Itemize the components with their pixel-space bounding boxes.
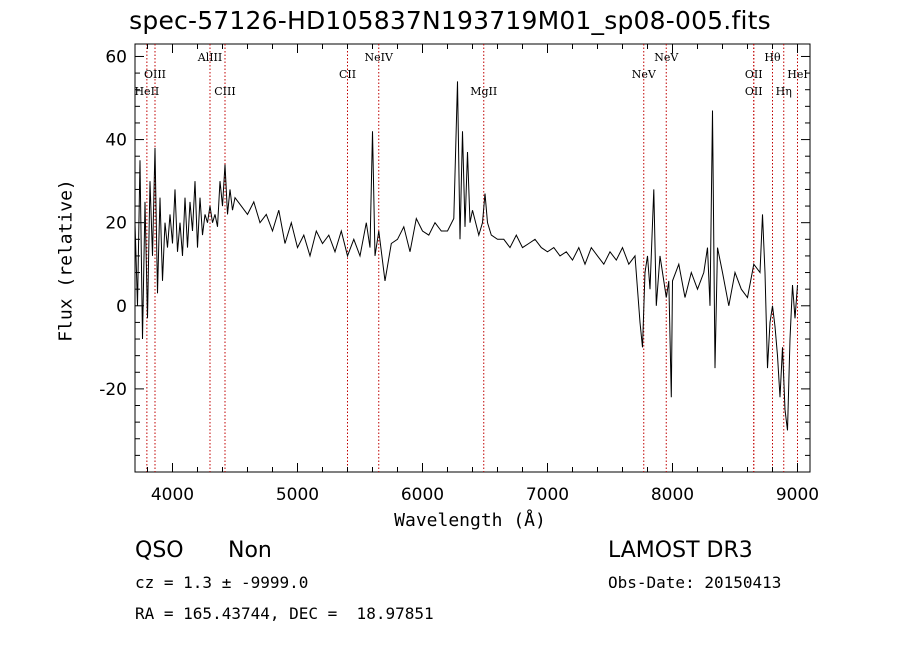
y-tick-label: -20 bbox=[99, 380, 127, 400]
emission-line-label: CII bbox=[339, 68, 356, 81]
observation-date: Obs-Date: 20150413 bbox=[608, 573, 782, 592]
emission-line-label: HeII bbox=[134, 85, 159, 98]
x-tick-label: 8000 bbox=[651, 485, 694, 505]
emission-line-label: CIII bbox=[214, 85, 235, 98]
y-tick-label: 60 bbox=[105, 47, 127, 67]
emission-line-label: Hη bbox=[776, 85, 792, 98]
emission-line-label: HeI bbox=[787, 68, 807, 81]
emission-line-label: NeV bbox=[632, 68, 657, 81]
x-tick-label: 6000 bbox=[401, 485, 444, 505]
emission-line-label: OII bbox=[745, 68, 763, 81]
plot-title: spec-57126-HD105837N193719M01_sp08-005.f… bbox=[129, 6, 771, 35]
x-tick-label: 4000 bbox=[151, 485, 194, 505]
plot-frame bbox=[134, 43, 811, 473]
x-tick-label: 7000 bbox=[526, 485, 569, 505]
redshift-line: cz = 1.3 ± -9999.0 bbox=[135, 573, 309, 592]
object-class: QSO bbox=[135, 538, 184, 563]
y-tick-label: 20 bbox=[105, 214, 127, 234]
emission-line-label: NeV bbox=[654, 51, 679, 64]
emission-line-label: MgII bbox=[470, 85, 497, 98]
x-axis-label: Wavelength (Å) bbox=[394, 510, 546, 531]
spectrum-line bbox=[134, 81, 798, 431]
emission-line-label: NeIV bbox=[365, 51, 394, 64]
object-subclass: Non bbox=[228, 538, 272, 563]
y-tick-label: 0 bbox=[116, 297, 127, 317]
y-axis-label: Flux (relative) bbox=[55, 179, 77, 342]
emission-line-label: OII bbox=[745, 85, 763, 98]
y-tick-label: 40 bbox=[105, 131, 127, 151]
emission-line-label: OIII bbox=[144, 68, 166, 81]
emission-line-label: AlIII bbox=[197, 51, 223, 64]
x-tick-label: 9000 bbox=[776, 485, 819, 505]
x-tick-label: 5000 bbox=[276, 485, 319, 505]
emission-line-label: Hθ bbox=[764, 51, 781, 64]
coordinates-line: RA = 165.43744, DEC = 18.97851 bbox=[135, 604, 434, 623]
survey-label: LAMOST DR3 bbox=[608, 538, 753, 563]
